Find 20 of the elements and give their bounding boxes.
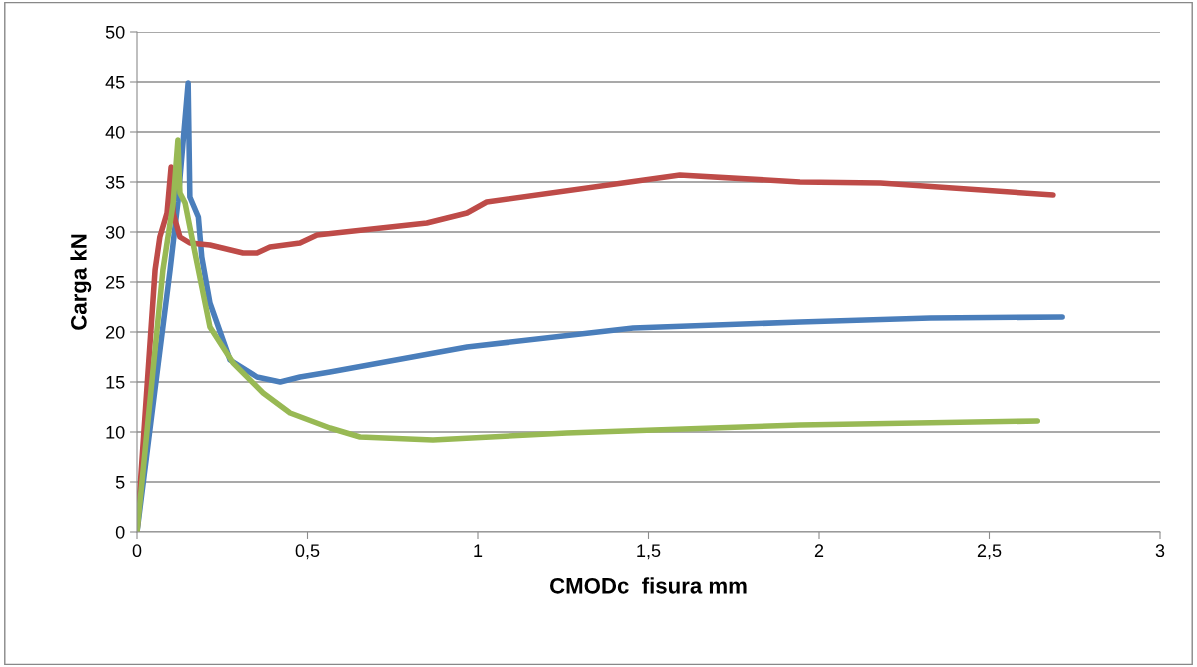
x-tick-label: 0,5 xyxy=(295,544,320,560)
y-tick-label: 40 xyxy=(105,125,125,139)
x-tick-label: 2 xyxy=(814,544,824,557)
y-tick-label: 15 xyxy=(106,376,125,389)
y-tick-label: 0 xyxy=(115,525,125,539)
y-tick-label: 50 xyxy=(105,25,125,39)
y-axis-title: Carga kN xyxy=(70,234,92,330)
y-tick-label: 45 xyxy=(105,76,125,89)
x-tick-label: 1,5 xyxy=(637,544,661,560)
y-tick-label: 10 xyxy=(106,425,125,439)
y-tick-label: 30 xyxy=(105,225,125,239)
y-tick-label: 35 xyxy=(105,175,125,189)
y-tick-label: 20 xyxy=(106,325,125,339)
x-tick-label: 2,5 xyxy=(977,544,1002,560)
x-axis-title: CMODc fisura mm xyxy=(550,577,747,594)
x-tick-label: 3 xyxy=(1155,544,1165,558)
x-tick-label: 0 xyxy=(132,544,142,558)
y-tick-label: 25 xyxy=(106,275,125,289)
x-tick-label: 1 xyxy=(474,544,483,557)
y-tick-label: 5 xyxy=(115,476,125,489)
